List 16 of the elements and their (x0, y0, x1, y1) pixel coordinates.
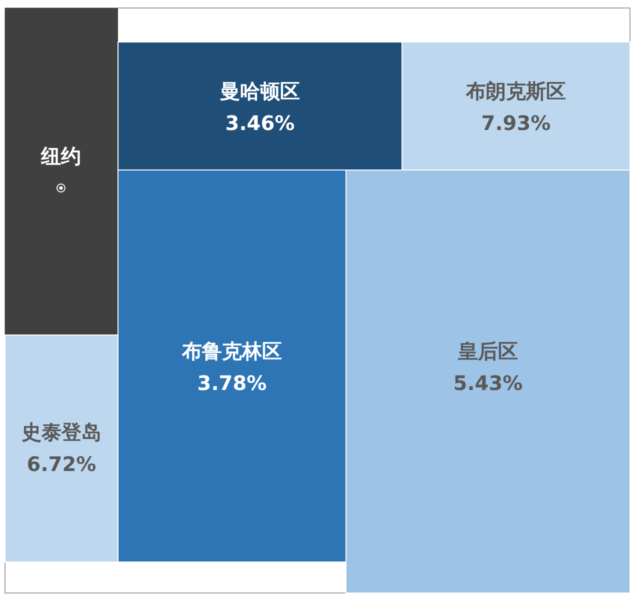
node: 布鲁克林区 3.78% (118, 170, 346, 562)
node: 皇后区 5.43% (346, 170, 630, 594)
data-label: 7.93% (481, 111, 551, 135)
node: 史泰登岛 6.72% (4, 334, 118, 562)
category-label: 布鲁克林区 (181, 339, 282, 363)
data-label: 3.78% (197, 371, 267, 395)
node-parent: 纽约 (5, 8, 118, 335)
data-label: 5.43% (453, 371, 523, 395)
node: 曼哈顿区 3.46% (118, 42, 402, 170)
node: 布朗克斯区 7.93% (402, 42, 630, 170)
data-label: 3.46% (225, 111, 295, 135)
category-label: 布朗克斯区 (465, 79, 566, 103)
category-label: 曼哈顿区 (219, 79, 300, 103)
category-label: 皇后区 (457, 339, 518, 363)
data-label: 6.72% (26, 452, 96, 476)
category-label: 史泰登岛 (22, 420, 102, 444)
